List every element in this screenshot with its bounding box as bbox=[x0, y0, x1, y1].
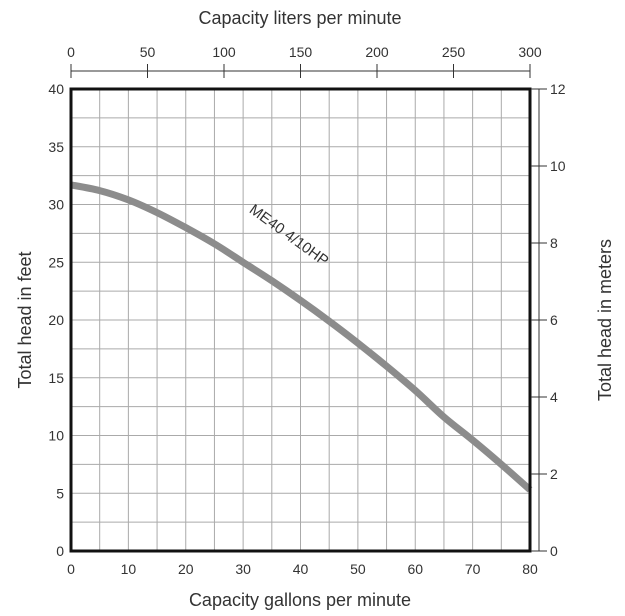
x-tick-label: 60 bbox=[407, 561, 423, 577]
x-tick-label: 40 bbox=[293, 561, 309, 577]
x2-tick-label: 150 bbox=[289, 44, 313, 60]
x-tick-label: 50 bbox=[350, 561, 366, 577]
y-tick-label: 10 bbox=[48, 428, 64, 444]
x-tick-label: 10 bbox=[121, 561, 137, 577]
plot-frame bbox=[69, 87, 532, 553]
curve-label: ME40 4/10HP bbox=[246, 201, 332, 270]
series-line-me40 bbox=[70, 181, 533, 493]
x2-tick-label: 300 bbox=[518, 44, 542, 60]
x-axis-liters: 0 50 100 150 200 250 300 bbox=[67, 44, 542, 78]
y-tick-label: 20 bbox=[48, 312, 64, 328]
y2-tick-label: 0 bbox=[550, 543, 558, 559]
x2-tick-label: 250 bbox=[442, 44, 466, 60]
x-tick-label: 80 bbox=[522, 561, 538, 577]
y-tick-label: 5 bbox=[56, 485, 64, 501]
x-axis-gallons: 0 10 20 30 40 50 60 70 80 bbox=[67, 561, 538, 577]
x-tick-label: 70 bbox=[465, 561, 481, 577]
y2-tick-label: 6 bbox=[550, 312, 558, 328]
x2-axis-title: Capacity liters per minute bbox=[198, 8, 401, 28]
y-tick-label: 15 bbox=[48, 370, 64, 386]
x2-tick-label: 50 bbox=[140, 44, 156, 60]
y2-tick-label: 10 bbox=[550, 158, 566, 174]
y-axis-meters: 0 2 4 6 8 10 12 bbox=[531, 81, 566, 559]
y-axis-title: Total head in feet bbox=[15, 251, 35, 388]
y-tick-label: 30 bbox=[48, 197, 64, 213]
x-axis-title: Capacity gallons per minute bbox=[189, 590, 411, 610]
x2-tick-label: 200 bbox=[365, 44, 389, 60]
y-tick-label: 40 bbox=[48, 81, 64, 97]
series-layer bbox=[70, 181, 533, 493]
y-tick-label: 35 bbox=[48, 139, 64, 155]
y2-tick-label: 2 bbox=[550, 466, 558, 482]
grid bbox=[71, 89, 530, 551]
x-tick-label: 20 bbox=[178, 561, 194, 577]
y-tick-label: 0 bbox=[56, 543, 64, 559]
x2-tick-label: 100 bbox=[212, 44, 236, 60]
y-tick-label: 25 bbox=[48, 254, 64, 270]
y-axis-feet: 0 5 10 15 20 25 30 35 40 bbox=[48, 81, 64, 559]
x-tick-label: 0 bbox=[67, 561, 75, 577]
y2-tick-label: 8 bbox=[550, 235, 558, 251]
x-tick-label: 30 bbox=[235, 561, 251, 577]
x2-tick-label: 0 bbox=[67, 44, 75, 60]
y2-axis-title: Total head in meters bbox=[595, 239, 615, 401]
y2-tick-label: 4 bbox=[550, 389, 558, 405]
y2-tick-label: 12 bbox=[550, 81, 566, 97]
